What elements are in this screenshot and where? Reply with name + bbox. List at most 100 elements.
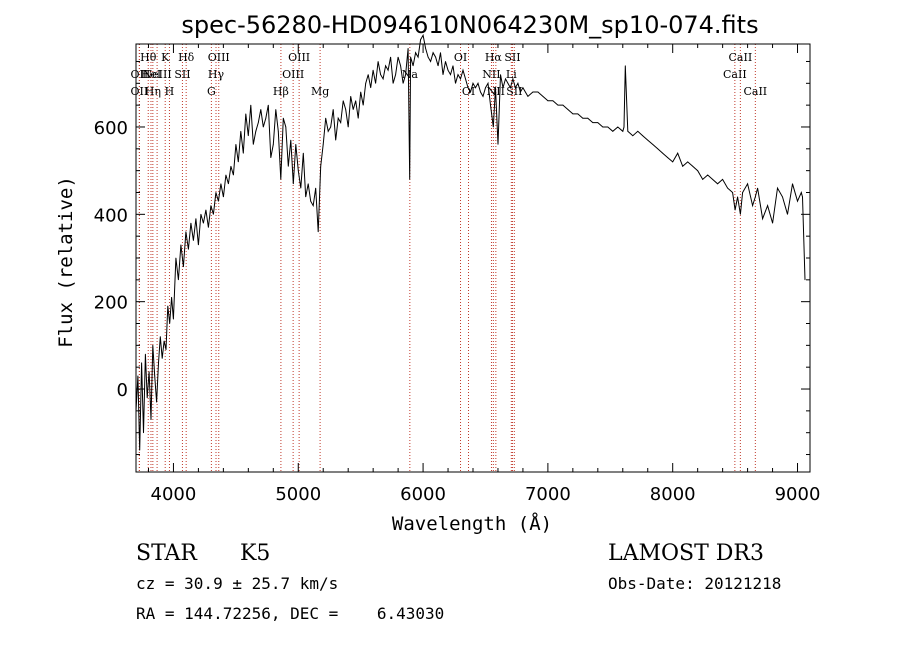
data-point-0-87 bbox=[340, 122, 342, 123]
data-point-0-121 bbox=[422, 34, 424, 36]
data-point-0-27 bbox=[190, 222, 192, 224]
data-point-0-118 bbox=[415, 52, 416, 54]
flux-series bbox=[135, 33, 806, 451]
data-point-0-19 bbox=[171, 296, 173, 298]
data-point-0-111 bbox=[400, 65, 401, 67]
x-tick-label-5: 9000 bbox=[775, 484, 821, 505]
data-point-0-139 bbox=[467, 87, 469, 89]
data-point-0-160 bbox=[520, 91, 521, 93]
data-point-0-186 bbox=[637, 130, 639, 132]
data-point-0-78 bbox=[317, 231, 319, 233]
data-point-0-36 bbox=[213, 213, 214, 215]
line-label-7: H bbox=[165, 85, 175, 98]
data-point-0-135 bbox=[457, 74, 459, 75]
data-point-0-194 bbox=[677, 152, 679, 154]
data-point-0-176 bbox=[597, 122, 599, 123]
data-point-0-216 bbox=[772, 222, 773, 224]
data-point-0-60 bbox=[272, 144, 274, 145]
line-label-2: HeI bbox=[141, 68, 161, 81]
x-tick-label-3: 7000 bbox=[525, 484, 571, 505]
data-point-0-119 bbox=[417, 56, 419, 58]
y-tick-label-3: 600 bbox=[94, 118, 128, 139]
y-tick-label-2: 400 bbox=[94, 205, 128, 226]
data-point-0-116 bbox=[410, 56, 411, 58]
data-point-0-192 bbox=[667, 157, 669, 159]
data-point-0-54 bbox=[257, 122, 259, 123]
data-point-0-196 bbox=[687, 161, 689, 163]
data-point-0-43 bbox=[230, 165, 232, 167]
data-point-0-129 bbox=[442, 74, 444, 75]
coordinates: RA = 144.72256, DEC = 6.43030 bbox=[136, 604, 444, 623]
y-axis-label: Flux (relative) bbox=[55, 176, 77, 348]
data-point-0-97 bbox=[365, 82, 367, 84]
data-point-0-154 bbox=[505, 78, 506, 80]
data-point-0-183 bbox=[624, 65, 626, 67]
data-point-0-10 bbox=[154, 375, 156, 377]
data-point-0-88 bbox=[342, 100, 344, 102]
data-point-0-193 bbox=[672, 161, 674, 163]
data-point-0-201 bbox=[712, 179, 713, 180]
line-label-27: CaII bbox=[729, 51, 753, 64]
data-point-0-195 bbox=[682, 165, 684, 167]
data-point-0-212 bbox=[754, 196, 756, 198]
data-point-0-141 bbox=[472, 82, 474, 84]
data-point-0-93 bbox=[355, 100, 357, 102]
data-point-0-109 bbox=[395, 74, 396, 75]
data-point-0-85 bbox=[335, 139, 337, 141]
data-point-0-152 bbox=[500, 74, 501, 75]
x-axis-label: Wavelength (Å) bbox=[392, 512, 552, 535]
observation-date: Obs-Date: 20121218 bbox=[608, 574, 781, 593]
data-point-0-30 bbox=[198, 244, 199, 246]
data-point-0-62 bbox=[277, 130, 279, 132]
spectral-subclass: K5 bbox=[240, 541, 270, 566]
data-point-0-12 bbox=[158, 362, 159, 364]
data-point-0-31 bbox=[200, 213, 202, 215]
data-point-0-58 bbox=[267, 104, 269, 106]
data-point-0-80 bbox=[322, 144, 324, 145]
data-point-0-180 bbox=[617, 126, 619, 128]
data-point-0-191 bbox=[662, 152, 664, 154]
data-point-0-23 bbox=[180, 244, 182, 246]
emission-line-labels: HθOIIHeIOIIHηNeIIIKHSIIHδGHγOIIIHβOIIIOI… bbox=[131, 51, 768, 98]
data-point-0-114 bbox=[407, 48, 409, 49]
data-point-0-64 bbox=[282, 117, 284, 119]
data-point-0-105 bbox=[385, 65, 386, 67]
data-point-0-4 bbox=[143, 432, 144, 434]
data-point-0-210 bbox=[747, 183, 748, 185]
line-label-16: Mg bbox=[311, 85, 329, 98]
data-point-0-187 bbox=[642, 135, 644, 137]
data-point-0-145 bbox=[482, 96, 484, 97]
data-point-0-179 bbox=[612, 130, 614, 132]
data-point-0-146 bbox=[485, 87, 486, 89]
data-point-0-63 bbox=[280, 179, 282, 180]
data-point-0-86 bbox=[337, 117, 339, 119]
data-point-0-156 bbox=[510, 87, 511, 89]
data-point-0-174 bbox=[587, 117, 589, 119]
line-label-26: CaII bbox=[723, 68, 747, 81]
data-point-0-158 bbox=[515, 87, 516, 89]
x-tick-label-4: 8000 bbox=[650, 484, 696, 505]
data-point-0-150 bbox=[495, 87, 496, 89]
line-label-6: K bbox=[161, 51, 170, 64]
line-label-1: OII bbox=[131, 68, 149, 81]
data-point-0-202 bbox=[717, 183, 718, 185]
data-point-0-66 bbox=[287, 165, 289, 167]
y-tick-label-0: 0 bbox=[117, 380, 128, 401]
data-point-0-164 bbox=[537, 91, 539, 93]
data-point-0-217 bbox=[777, 187, 778, 189]
data-point-0-35 bbox=[210, 205, 212, 207]
data-point-0-45 bbox=[235, 144, 237, 145]
data-point-0-34 bbox=[208, 227, 209, 228]
line-label-10: G bbox=[207, 85, 216, 98]
data-point-0-1 bbox=[137, 375, 139, 377]
chart-title: spec-56280-HD094610N064230M_sp10-074.fit… bbox=[181, 11, 758, 39]
data-point-0-37 bbox=[215, 192, 217, 193]
y-tick-label-1: 200 bbox=[94, 293, 128, 314]
data-point-0-148 bbox=[490, 104, 491, 106]
line-label-13: Hβ bbox=[273, 85, 289, 98]
data-point-0-126 bbox=[435, 56, 436, 58]
data-point-0-151 bbox=[497, 144, 499, 145]
data-point-0-142 bbox=[475, 87, 476, 89]
data-point-0-224 bbox=[804, 279, 806, 281]
